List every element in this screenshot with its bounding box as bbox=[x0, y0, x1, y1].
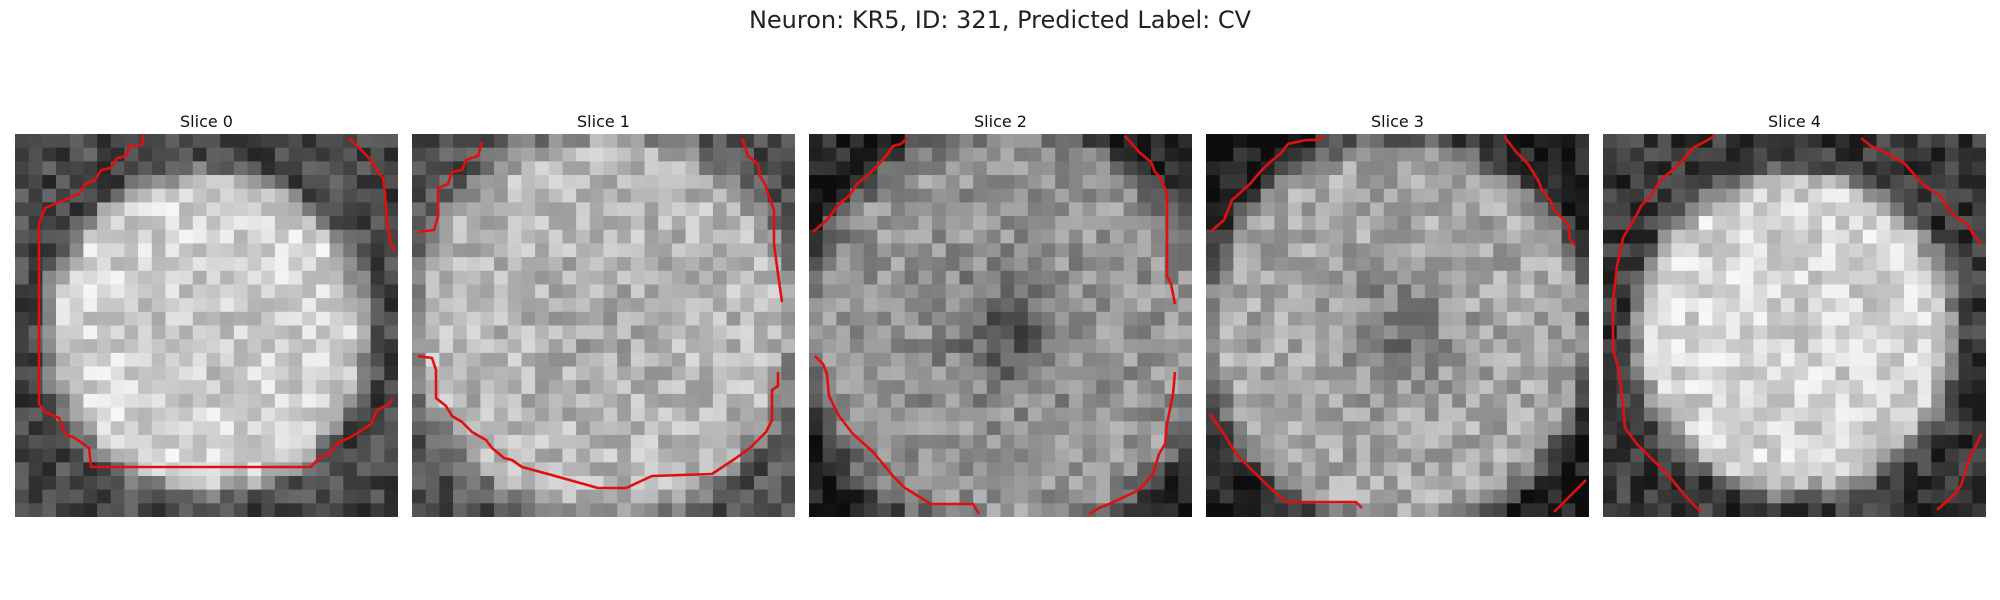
contour-line bbox=[1088, 371, 1177, 516]
contour-line bbox=[417, 354, 780, 490]
slice-panel-1: Slice 1 bbox=[412, 110, 795, 517]
slice-title-2: Slice 2 bbox=[974, 112, 1027, 131]
slice-image-3 bbox=[1206, 134, 1589, 517]
slice-image-2 bbox=[809, 134, 1192, 517]
slice-panel-3: Slice 3 bbox=[1206, 110, 1589, 517]
contour-line bbox=[812, 137, 908, 233]
slice-title-1: Slice 1 bbox=[577, 112, 630, 131]
contour-line bbox=[37, 134, 395, 469]
contour-line bbox=[1124, 135, 1177, 305]
slice-panel-4: Slice 4 bbox=[1603, 110, 1986, 517]
pixel-grid bbox=[809, 134, 1192, 517]
contour-line bbox=[740, 137, 784, 303]
figure-title: Neuron: KR5, ID: 321, Predicted Label: C… bbox=[748, 6, 1252, 34]
contour-line bbox=[1553, 479, 1587, 513]
contour-line bbox=[814, 355, 981, 515]
contour-line bbox=[1936, 433, 1983, 511]
contour-line bbox=[1611, 134, 1716, 513]
contour-line bbox=[1208, 413, 1363, 509]
slice-image-4 bbox=[1603, 134, 1986, 517]
slice-image-0 bbox=[15, 134, 398, 517]
contour-line bbox=[417, 141, 484, 234]
slice-panel-0: Slice 0 bbox=[15, 110, 398, 517]
slice-image-1 bbox=[412, 134, 795, 517]
slice-title-4: Slice 4 bbox=[1768, 112, 1821, 131]
pixel-grid bbox=[15, 134, 398, 517]
slice-title-0: Slice 0 bbox=[180, 112, 233, 131]
contour-line bbox=[1860, 136, 1983, 245]
pixel-grid bbox=[1603, 134, 1986, 517]
contour-line bbox=[1502, 135, 1577, 247]
slice-panel-2: Slice 2 bbox=[809, 110, 1192, 517]
contour-line bbox=[348, 137, 397, 253]
contour-line bbox=[1209, 134, 1325, 233]
pixel-grid bbox=[1206, 134, 1589, 517]
pixel-grid bbox=[412, 134, 795, 517]
slice-title-3: Slice 3 bbox=[1371, 112, 1424, 131]
